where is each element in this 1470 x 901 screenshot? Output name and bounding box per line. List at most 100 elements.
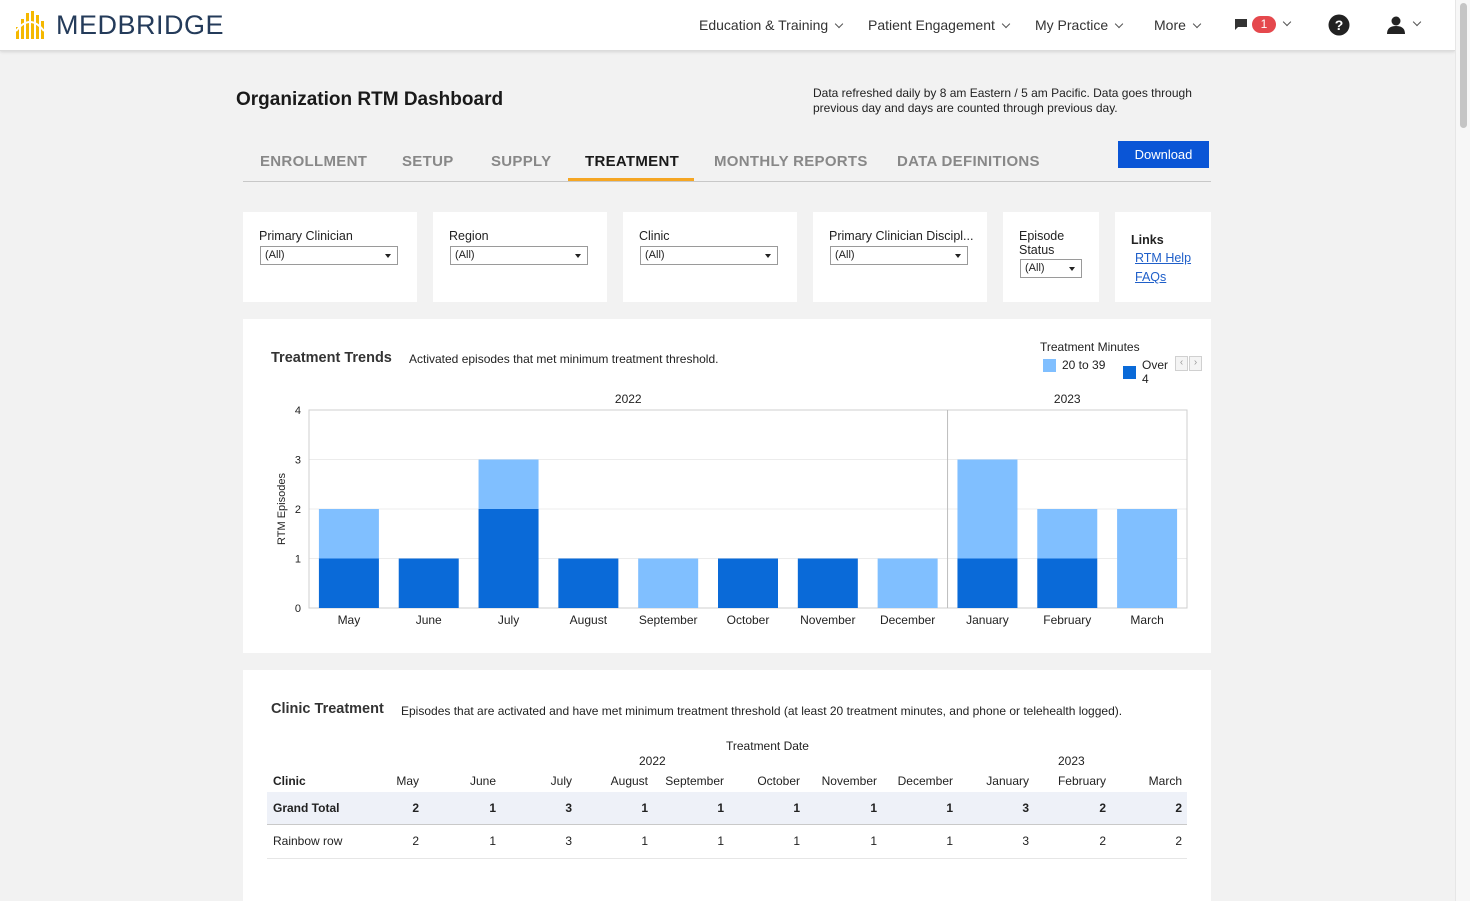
tab-supply[interactable]: SUPPLY xyxy=(491,153,552,170)
year-label: 2023 xyxy=(1054,392,1081,406)
x-tick-label: January xyxy=(966,613,1009,627)
clinic-treatment-title: Clinic Treatment xyxy=(271,701,384,717)
filter-value: (All) xyxy=(835,249,855,261)
user-icon xyxy=(1387,16,1405,34)
tab-enrollment[interactable]: ENROLLMENT xyxy=(260,153,368,170)
legend-scroll-right-icon[interactable]: › xyxy=(1189,356,1202,371)
dropdown-caret-icon xyxy=(575,254,581,258)
bar-segment xyxy=(957,459,1018,559)
table-value-cell: 1 xyxy=(946,801,953,815)
month-header: June xyxy=(469,774,496,788)
faqs-link[interactable]: FAQs xyxy=(1135,270,1167,284)
page-title: Organization RTM Dashboard xyxy=(236,89,504,110)
table-value-cell: 2 xyxy=(1099,801,1106,815)
nav-more-label: More xyxy=(1154,17,1186,33)
table-value-cell: 1 xyxy=(641,834,648,848)
user-menu[interactable] xyxy=(1386,15,1422,35)
nav-my-practice[interactable]: My Practice xyxy=(1035,17,1124,33)
bar-segment xyxy=(558,558,619,608)
nav-patient-engagement[interactable]: Patient Engagement xyxy=(868,17,1011,33)
chevron-down-icon xyxy=(1001,19,1011,29)
bar-segment xyxy=(318,558,379,608)
y-tick-label: 4 xyxy=(295,405,301,417)
legend-item-over-4[interactable]: Over 4 xyxy=(1123,358,1175,386)
nav-patient-engagement-label: Patient Engagement xyxy=(868,17,995,33)
chevron-down-icon xyxy=(1412,17,1422,27)
clinic-name-cell: Grand Total xyxy=(273,801,340,815)
medbridge-logo[interactable]: MEDBRIDGE xyxy=(14,9,224,41)
y-tick-label: 1 xyxy=(295,554,301,566)
brand-name: MEDBRIDGE xyxy=(56,9,225,40)
bar-segment xyxy=(478,509,539,608)
chevron-down-icon xyxy=(1282,17,1292,26)
top-navigation: MEDBRIDGE Education & Training Patient E… xyxy=(0,0,1455,51)
clinic-name-cell: Rainbow row xyxy=(273,834,343,848)
y-axis-label: RTM Episodes xyxy=(276,473,288,545)
dashboard-tabs: ENROLLMENT SETUP SUPPLY TREATMENT MONTHL… xyxy=(243,141,1211,182)
bar-segment xyxy=(877,558,938,608)
legend-swatch xyxy=(1123,365,1136,379)
filter-label: Region xyxy=(449,229,489,243)
month-header: March xyxy=(1148,774,1182,788)
chevron-down-icon xyxy=(834,19,844,29)
tab-treatment[interactable]: TREATMENT xyxy=(585,153,680,170)
messages-menu[interactable]: 1 xyxy=(1234,16,1292,33)
chat-icon xyxy=(1235,18,1247,30)
x-tick-label: March xyxy=(1130,613,1163,627)
data-refresh-note: Data refreshed daily by 8 am Eastern / 5… xyxy=(813,86,1192,115)
filter-value: (All) xyxy=(265,249,285,261)
table-value-cell: 1 xyxy=(489,801,496,815)
chevron-down-icon xyxy=(1114,19,1124,29)
month-header: November xyxy=(821,774,877,788)
bar-segment xyxy=(1037,558,1098,608)
plot-frame xyxy=(308,409,1188,609)
help-circle-icon: ? xyxy=(1328,14,1350,36)
rtm-help-link[interactable]: RTM Help xyxy=(1135,251,1192,265)
nav-education-training-label: Education & Training xyxy=(699,17,829,33)
table-value-cell: 2 xyxy=(1099,834,1106,848)
tab-setup[interactable]: SETUP xyxy=(402,153,454,170)
y-tick-label: 0 xyxy=(295,603,301,615)
table-value-cell: 3 xyxy=(565,801,572,815)
legend-item-20-to-39[interactable]: 20 to 39 xyxy=(1043,358,1105,372)
messages-count-badge: 1 xyxy=(1252,16,1276,33)
clinic-treatment-card: Clinic Treatment Episodes that are activ… xyxy=(243,670,1211,901)
y-tick-label: 3 xyxy=(295,455,301,467)
primary-clinician-select[interactable]: (All) xyxy=(260,246,398,265)
table-value-cell: 3 xyxy=(1022,834,1029,848)
download-button[interactable]: Download xyxy=(1118,141,1209,168)
episode-status-select[interactable]: (All) xyxy=(1020,259,1082,278)
bar-segment xyxy=(638,558,699,608)
help-button[interactable]: ? xyxy=(1328,14,1350,39)
x-tick-label: September xyxy=(639,613,698,627)
scrollbar-thumb[interactable] xyxy=(1460,3,1467,128)
clinic-column-header: Clinic xyxy=(273,774,306,788)
treatment-date-header: Treatment Date xyxy=(726,739,809,753)
treatment-trends-title: Treatment Trends xyxy=(271,350,392,366)
table-value-cell: 2 xyxy=(412,801,419,815)
table-value-cell: 2 xyxy=(1175,801,1182,815)
filter-episode-status: Episode Status (All) xyxy=(1003,212,1099,302)
x-tick-label: May xyxy=(338,613,361,627)
year-header-2023: 2023 xyxy=(1058,754,1085,768)
tab-monthly-reports[interactable]: MONTHLY REPORTS xyxy=(714,153,868,170)
clinic-select[interactable]: (All) xyxy=(640,246,778,265)
table-value-cell: 1 xyxy=(717,834,724,848)
nav-education-training[interactable]: Education & Training xyxy=(699,17,844,33)
primary-clinician-discipline-select[interactable]: (All) xyxy=(830,246,968,265)
svg-text:?: ? xyxy=(1335,17,1344,33)
x-tick-label: October xyxy=(727,613,770,627)
tab-data-definitions[interactable]: DATA DEFINITIONS xyxy=(897,153,1040,170)
bar-segment xyxy=(318,509,379,559)
filter-region: Region (All) xyxy=(433,212,607,302)
nav-more[interactable]: More xyxy=(1154,17,1202,33)
legend-scroll-left-icon[interactable]: ‹ xyxy=(1175,356,1188,371)
page-scrollbar[interactable] xyxy=(1455,0,1470,901)
bar-segment xyxy=(957,558,1018,608)
bar-segment xyxy=(797,558,858,608)
grand-total-row xyxy=(267,792,1187,825)
table-value-cell: 3 xyxy=(1022,801,1029,815)
table-value-cell: 1 xyxy=(489,834,496,848)
region-select[interactable]: (All) xyxy=(450,246,588,265)
bar-segment xyxy=(1037,509,1098,559)
